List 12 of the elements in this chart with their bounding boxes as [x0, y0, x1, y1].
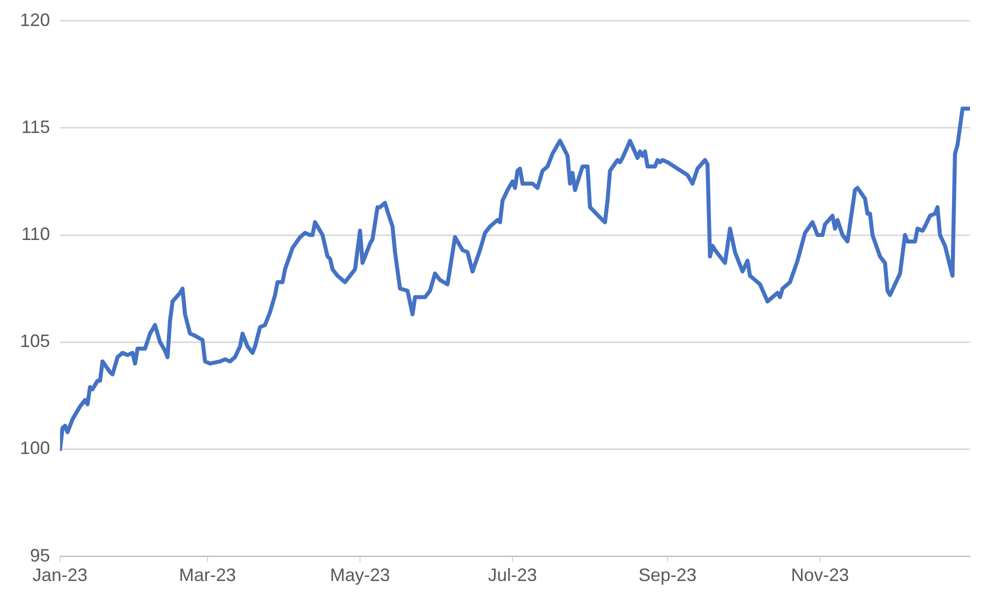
- y-tick-label: 105: [20, 331, 50, 352]
- x-tick-label: Jan-23: [32, 565, 88, 586]
- x-tick-label: May-23: [330, 565, 390, 586]
- y-tick-label: 110: [21, 224, 50, 244]
- y-tick-label: 100: [20, 438, 50, 458]
- x-tick-label: Jul-23: [488, 565, 538, 586]
- x-tick-label: Nov-23: [790, 565, 850, 586]
- x-tick-label: Sep-23: [638, 565, 697, 586]
- y-tick-label: 120: [20, 10, 50, 30]
- x-tick-label: Mar-23: [179, 565, 236, 586]
- y-tick-label: 115: [21, 116, 50, 137]
- y-tick-label: 95: [30, 545, 50, 566]
